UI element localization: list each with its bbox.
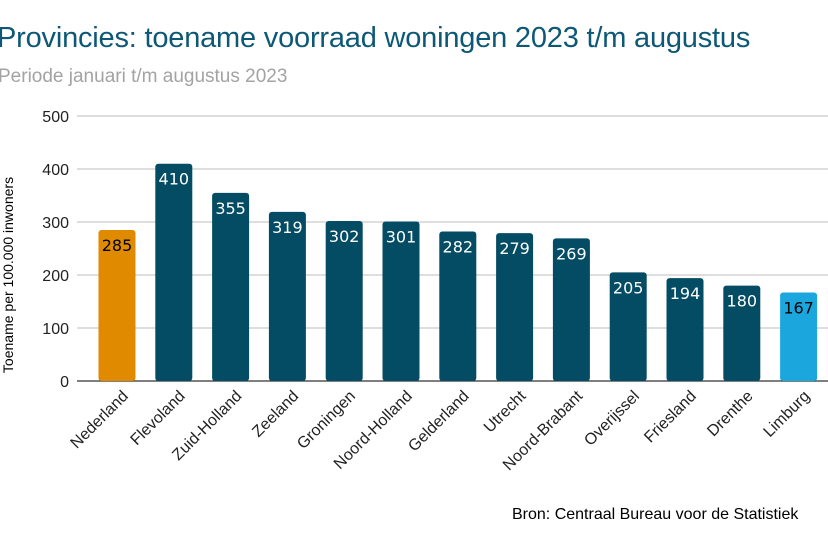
value-label: 355: [215, 199, 246, 218]
value-label: 282: [443, 238, 474, 257]
value-label: 180: [727, 292, 758, 311]
bar-friesland: [666, 278, 704, 381]
bar-drenthe: [723, 285, 761, 381]
value-label: 167: [783, 298, 814, 317]
value-label: 302: [329, 227, 360, 246]
value-label: 279: [499, 239, 530, 258]
x-category-label: Nederland: [68, 388, 132, 452]
value-label: 285: [102, 236, 133, 255]
value-label: 319: [272, 218, 303, 237]
source-note: Bron: Centraal Bureau voor de Statistiek: [512, 506, 799, 523]
bar-noord-holland: [382, 221, 420, 381]
bar-zuid-holland: [212, 192, 250, 381]
bar-groningen: [325, 220, 363, 381]
bars: [98, 163, 818, 381]
y-axis-ticks: 0 100 200 300 400 500: [42, 109, 69, 391]
bar-gelderland: [439, 231, 477, 381]
y-tick-label: 300: [42, 215, 69, 232]
y-tick-label: 400: [42, 162, 69, 179]
bar-flevoland: [155, 163, 193, 381]
value-label: 269: [556, 244, 587, 263]
x-category-label: Overijssel: [581, 388, 643, 450]
value-labels: 285 410 355 319 302 301 282 279 269 205 194 180 167: [102, 170, 814, 318]
bar-limburg: [780, 292, 818, 381]
bar-overijssel: [609, 272, 647, 381]
x-category-label: Flevoland: [128, 388, 189, 449]
x-category-label: Zeeland: [249, 388, 302, 441]
y-tick-label: 0: [60, 374, 69, 391]
value-label: 301: [386, 227, 417, 246]
x-category-label: Limburg: [761, 388, 814, 441]
value-label: 205: [613, 278, 644, 297]
x-category-label: Friesland: [641, 388, 700, 447]
y-axis-label: Toename per 100.000 inwoners: [0, 177, 16, 373]
bar-utrecht: [496, 233, 534, 381]
y-tick-label: 200: [42, 268, 69, 285]
x-category-label: Drenthe: [704, 388, 756, 440]
bar-noord-brabant: [552, 238, 590, 381]
chart-title: Provincies: toename voorraad woningen 20…: [0, 22, 751, 54]
y-tick-label: 500: [42, 109, 69, 126]
bar-nederland: [98, 229, 136, 381]
x-category-label: Utrecht: [481, 387, 530, 436]
x-category-label: Gelderland: [405, 388, 472, 455]
value-label: 194: [670, 284, 701, 303]
bar-zeeland: [268, 211, 306, 381]
chart-subtitle: Periode januari t/m augustus 2023: [0, 66, 288, 87]
value-label: 410: [159, 170, 190, 189]
y-tick-label: 100: [42, 321, 69, 338]
